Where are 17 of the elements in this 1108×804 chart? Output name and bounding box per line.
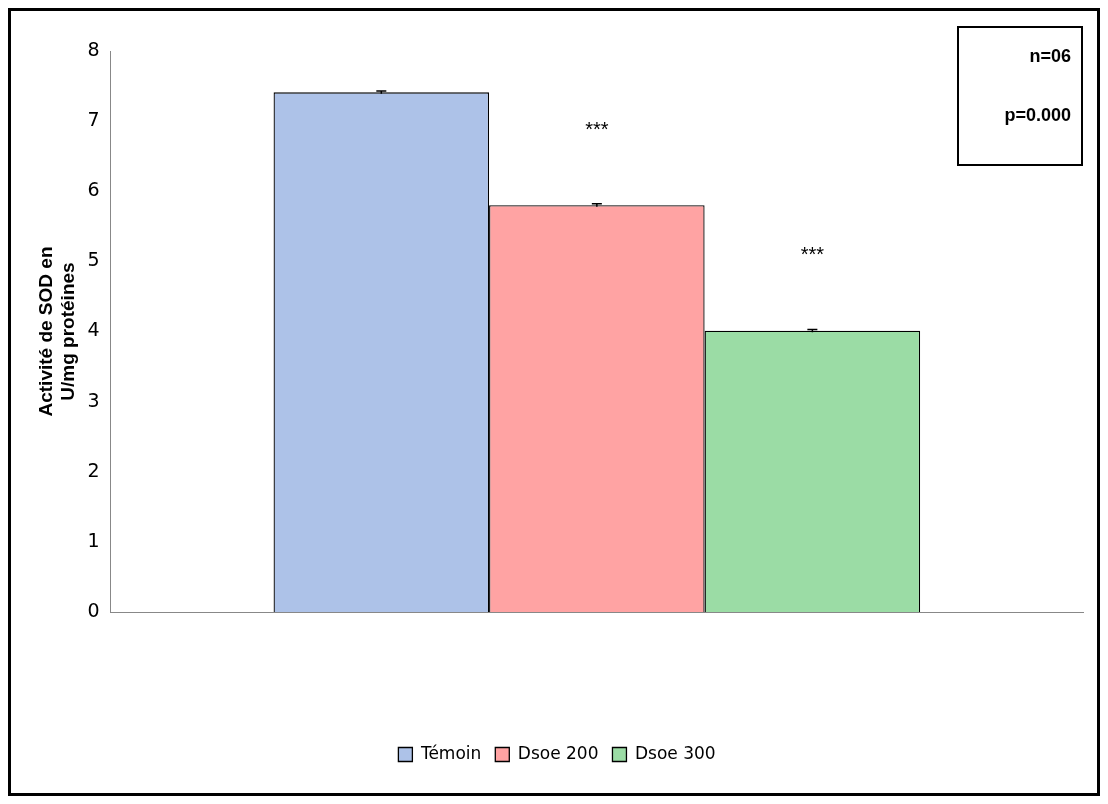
y-tick-label: 5 (87, 248, 100, 271)
annotation: *** (800, 243, 825, 266)
y-tick-label: 2 (87, 458, 100, 481)
annotation: p=0.000 (1003, 105, 1071, 126)
y-tick-label: 7 (87, 108, 100, 131)
legend-label: Témoin (419, 742, 482, 763)
annotation: *** (585, 117, 609, 140)
y-tick-label: 6 (87, 178, 100, 201)
y-axis-title: Activité de SOD en U/mg protéines (34, 246, 79, 417)
legend-label: Dsoe 200 (517, 742, 599, 763)
y-tick-label: 8 (87, 37, 100, 60)
y-tick-label: 4 (87, 318, 100, 341)
annotation: n=06 (1028, 46, 1071, 67)
y-tick-label: 1 (87, 528, 100, 551)
y-tick-label: 0 (87, 598, 100, 621)
y-tick-label: 3 (87, 388, 100, 411)
legend-label: Dsoe 300 (634, 742, 716, 763)
